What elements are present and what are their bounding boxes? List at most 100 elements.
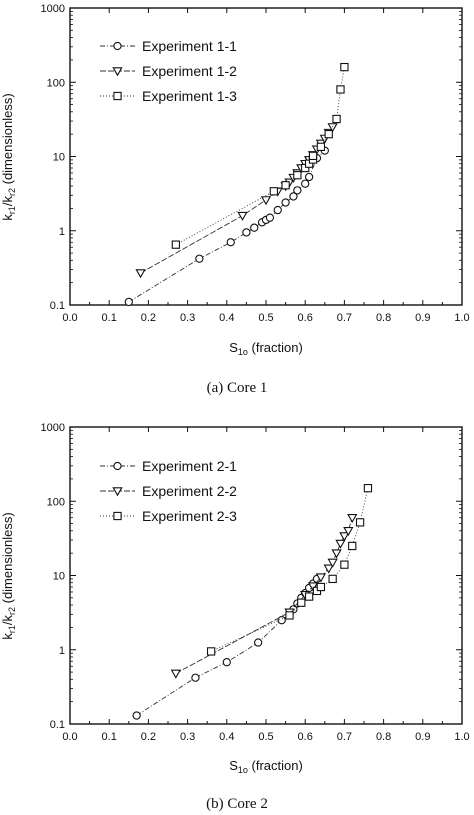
panel-caption: (b) Core 2 [206, 796, 268, 812]
series-line [140, 126, 333, 274]
legend-marker [113, 41, 122, 51]
y-tick-label: 100 [47, 496, 65, 508]
x-tick-label: 0.0 [62, 731, 77, 743]
legend-label: Experiment 1-2 [142, 63, 237, 79]
series-square [206, 484, 373, 656]
data-point [289, 192, 298, 201]
plot-area-frame [69, 7, 463, 306]
data-point [260, 196, 272, 206]
data-point [281, 181, 290, 190]
x-tick-label: 0.4 [219, 312, 234, 324]
x-tick-label: 0.8 [376, 731, 391, 743]
data-point [301, 179, 310, 188]
y-tick-label: 1 [59, 226, 65, 238]
data-point [206, 647, 216, 656]
legend-label: Experiment 1-3 [142, 88, 237, 104]
data-point [304, 172, 314, 182]
legend-label: Experiment 2-1 [142, 458, 237, 474]
x-tick-label: 0.3 [180, 731, 195, 743]
data-point [191, 673, 200, 682]
x-tick-label: 1.0 [454, 312, 469, 324]
y-tick-label: 1000 [41, 422, 65, 434]
data-point [323, 564, 334, 574]
x-tick-label: 0.9 [415, 312, 430, 324]
x-tick-label: 0.5 [258, 312, 273, 324]
x-tick-label: 0.2 [141, 312, 156, 324]
panel-caption: (a) Core 1 [207, 380, 268, 396]
legend-entry: Experiment 2-1 [100, 458, 237, 474]
legend-marker [112, 487, 123, 497]
series-line [175, 517, 353, 674]
data-point [316, 582, 326, 592]
data-point [331, 549, 342, 559]
x-tick-label: 0.1 [102, 312, 117, 324]
y-tick-label: 10 [53, 571, 65, 583]
data-point [281, 198, 290, 207]
data-point [332, 114, 341, 124]
x-tick-label: 0.0 [62, 312, 77, 324]
x-tick-label: 0.5 [258, 731, 273, 743]
data-point [293, 171, 302, 180]
data-point [304, 592, 314, 601]
y-axis-title: kr1/kr2 (dimensionless) [0, 93, 17, 220]
panel-core-1: kr1/kr2 (dimensionless) S1o (fraction) (… [0, 3, 470, 396]
data-point [242, 228, 251, 237]
data-point [132, 711, 141, 720]
series-circle [132, 574, 322, 720]
legend-label: Experiment 1-1 [142, 38, 237, 54]
data-point [254, 638, 263, 647]
x-tick-label: 0.2 [141, 731, 156, 743]
data-point [340, 560, 349, 569]
legend-marker [113, 511, 122, 521]
x-tick-label: 0.6 [298, 312, 313, 324]
data-point [250, 223, 259, 232]
data-point [339, 532, 350, 542]
data-point [347, 513, 358, 524]
data-point [226, 238, 235, 247]
data-point [285, 611, 294, 620]
x-axis-title: S1o (fraction) [229, 758, 303, 775]
legend-entry: Experiment 1-3 [100, 88, 237, 104]
legend-marker [113, 91, 122, 101]
x-tick-label: 0.9 [415, 731, 430, 743]
y-tick-label: 1 [59, 645, 65, 657]
series-circle [124, 146, 329, 307]
data-point [195, 254, 204, 263]
data-point [269, 187, 278, 196]
legend-marker [113, 461, 122, 471]
x-tick-label: 1.0 [454, 731, 469, 743]
data-point [327, 558, 338, 568]
data-point [327, 123, 338, 133]
x-tick-label: 0.8 [376, 312, 391, 324]
data-point [307, 582, 319, 592]
data-point [124, 297, 133, 307]
y-tick-label: 0.1 [50, 300, 65, 312]
legend-marker [112, 67, 123, 77]
x-tick-label: 0.4 [219, 731, 234, 743]
data-point [308, 151, 318, 161]
data-point [343, 527, 354, 537]
legend-label: Experiment 2-3 [142, 508, 237, 524]
data-point [293, 186, 302, 195]
x-axis-title: S1o (fraction) [229, 340, 303, 357]
data-point [355, 518, 365, 527]
y-tick-label: 0.1 [50, 719, 65, 731]
data-point [273, 205, 282, 215]
data-point [315, 573, 327, 583]
x-tick-label: 0.7 [337, 731, 352, 743]
data-point [316, 142, 326, 151]
legend-entry: Experiment 1-1 [100, 38, 237, 54]
series-triangle-down [135, 123, 338, 279]
legend-entry: Experiment 2-3 [100, 508, 237, 524]
data-point [171, 240, 180, 249]
panel-core-2: kr1/kr2 (dimensionless) S1o (fraction) (… [0, 422, 470, 812]
data-point [324, 129, 333, 139]
data-point [222, 658, 231, 667]
y-tick-label: 1000 [41, 3, 65, 15]
y-tick-label: 100 [47, 77, 65, 89]
series-square [171, 62, 349, 249]
legend-entry: Experiment 2-2 [100, 483, 237, 499]
series-line [136, 578, 318, 716]
data-point [170, 669, 181, 679]
